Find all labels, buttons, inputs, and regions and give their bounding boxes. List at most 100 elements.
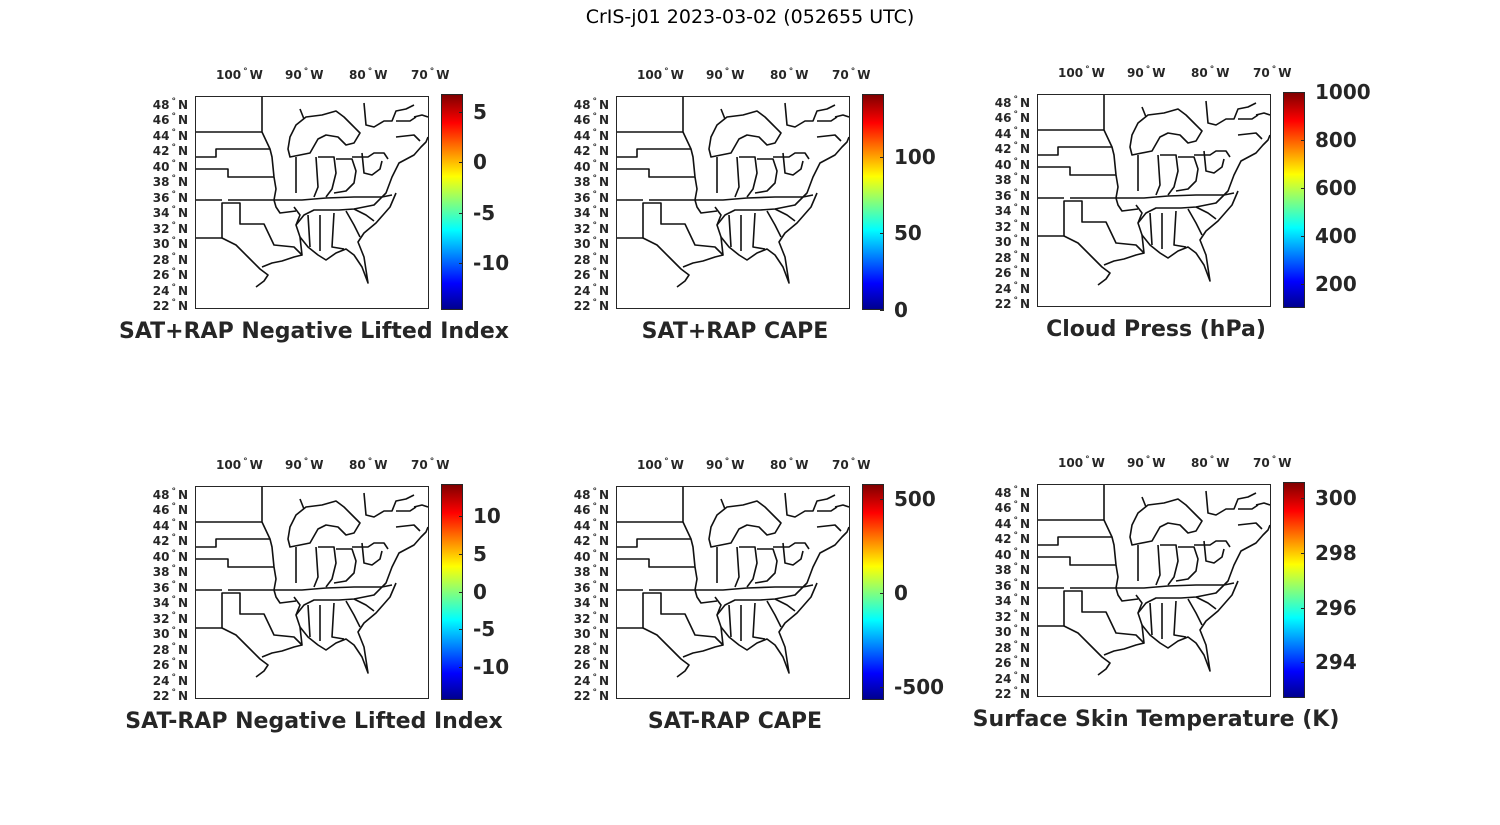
latitude-label: 48 ° N [573, 97, 609, 112]
latitude-label: 42 ° N [994, 531, 1030, 547]
colorbar-tick-label: 500 [894, 487, 936, 512]
latitude-label: 32 ° N [573, 220, 609, 236]
colorbar-tick-label: 50 [894, 221, 922, 246]
colorbar-tick-label: 800 [1315, 128, 1357, 152]
latitude-label: 48 ° N [994, 95, 1030, 110]
state-outlines [1038, 485, 1270, 676]
latitude-label: 42 ° N [573, 533, 609, 549]
latitude-label: 26 ° N [152, 267, 188, 283]
colorbar-tick-label: 5 [473, 100, 487, 125]
latitude-label: 46 ° N [152, 502, 188, 518]
colorbar-tick-label: -10 [473, 654, 510, 679]
longitude-label: 100 ° W [216, 457, 263, 472]
colorbar-tick-mark [880, 499, 884, 501]
colorbar-tick-mark [1301, 140, 1305, 141]
latitude-label: 44 ° N [994, 515, 1030, 531]
panel-title: SAT+RAP CAPE [641, 319, 829, 344]
latitude-label: 44 ° N [152, 127, 188, 143]
latitude-label: 30 ° N [152, 626, 188, 642]
longitude-label: 100 ° W [1058, 65, 1105, 80]
colorbar-tick-mark [459, 212, 463, 214]
longitude-label: 100 ° W [637, 67, 684, 82]
colorbar-tick-mark [880, 686, 884, 688]
colorbar-tick-label: 200 [1315, 272, 1357, 296]
latitude-labels: 48 ° N 46 ° N 44 ° N 42 ° N 40 ° N 38 ° N 36 ° N 34 ° N 32 ° N 30 ° N… [555, 486, 615, 703]
latitude-label: 40 ° N [573, 548, 609, 564]
latitude-label: 32 ° N [152, 220, 188, 236]
colorbar-tick-mark [459, 553, 463, 555]
colorbar-tick-label: 5 [473, 541, 487, 566]
longitude-label: 70 ° W [832, 457, 871, 472]
longitude-label: 80 ° W [1191, 455, 1230, 470]
latitude-label: 22 ° N [152, 298, 188, 313]
longitude-labels: 100 ° W 90 ° W 80 ° W 70 ° W [195, 67, 495, 83]
latitude-label: 30 ° N [573, 626, 609, 642]
latitude-label: 44 ° N [573, 127, 609, 143]
latitude-label: 46 ° N [994, 500, 1030, 516]
latitude-label: 48 ° N [994, 485, 1030, 500]
colorbar-tick-label: -5 [473, 200, 496, 225]
colorbar [862, 484, 884, 700]
colorbar-tick-label: 0 [894, 298, 908, 322]
latitude-label: 24 ° N [573, 672, 609, 688]
us-map [195, 96, 429, 309]
longitude-label: 70 ° W [832, 67, 871, 82]
latitude-label: 30 ° N [994, 234, 1030, 250]
longitude-label: 100 ° W [637, 457, 684, 472]
latitude-label: 44 ° N [152, 517, 188, 533]
longitude-labels: 100 ° W 90 ° W 80 ° W 70 ° W [1037, 65, 1337, 81]
latitude-label: 36 ° N [152, 579, 188, 595]
colorbar [1283, 482, 1305, 698]
colorbar-tick-mark [880, 233, 884, 235]
latitude-label: 34 ° N [152, 595, 188, 611]
colorbar-tick-label: 600 [1315, 176, 1357, 200]
latitude-label: 36 ° N [573, 579, 609, 595]
latitude-label: 40 ° N [994, 546, 1030, 562]
us-map [1037, 94, 1271, 307]
latitude-label: 22 ° N [994, 686, 1030, 701]
latitude-label: 22 ° N [573, 688, 609, 703]
colorbar-tick-mark [459, 591, 463, 593]
latitude-label: 38 ° N [573, 564, 609, 580]
panel-title: SAT-RAP CAPE [647, 709, 823, 734]
us-map [195, 486, 429, 699]
colorbar-tick-mark [459, 262, 463, 264]
latitude-label: 38 ° N [152, 564, 188, 580]
colorbar-tick-mark [1301, 236, 1305, 237]
latitude-label: 42 ° N [994, 141, 1030, 157]
longitude-label: 70 ° W [1253, 455, 1292, 470]
panel-title: Cloud Press (hPa) [1046, 317, 1266, 342]
colorbar-tick-label: -5 [473, 617, 496, 642]
latitude-label: 28 ° N [152, 641, 188, 657]
us-map [616, 486, 850, 699]
latitude-label: 24 ° N [152, 282, 188, 298]
longitude-label: 70 ° W [1253, 65, 1292, 80]
colorbar-tick-mark [880, 592, 884, 594]
latitude-label: 46 ° N [152, 112, 188, 128]
latitude-label: 26 ° N [573, 657, 609, 673]
latitude-label: 48 ° N [152, 97, 188, 112]
map-panel-5: 100 ° W 90 ° W 80 ° W 70 ° W 48 ° N 46 ° N 44 ° N 42 ° N 40 ° N 38… [525, 435, 995, 755]
colorbar-tick-mark [1301, 662, 1305, 664]
latitude-label: 26 ° N [152, 657, 188, 673]
latitude-label: 24 ° N [152, 672, 188, 688]
colorbar [1283, 92, 1305, 308]
longitude-labels: 100 ° W 90 ° W 80 ° W 70 ° W [616, 67, 916, 83]
latitude-label: 36 ° N [152, 189, 188, 205]
latitude-labels: 48 ° N 46 ° N 44 ° N 42 ° N 40 ° N 38 ° N 36 ° N 34 ° N 32 ° N 30 ° N… [134, 486, 194, 702]
colorbar-tick-label: 400 [1315, 224, 1357, 248]
longitude-label: 90 ° W [1127, 455, 1166, 470]
latitude-label: 34 ° N [994, 593, 1030, 609]
longitude-label: 100 ° W [216, 67, 263, 82]
colorbar-tick-mark [1301, 553, 1305, 555]
map-panel-3: 100 ° W 90 ° W 80 ° W 70 ° W 48 ° N 46 ° N 44 ° N 42 ° N 40 ° N 38… [946, 43, 1416, 363]
colorbar-tick-mark [459, 516, 463, 518]
latitude-label: 22 ° N [573, 298, 609, 313]
latitude-label: 30 ° N [994, 624, 1030, 640]
colorbar [862, 94, 884, 310]
colorbar-tick-label: -500 [894, 674, 945, 699]
longitude-label: 90 ° W [285, 457, 324, 472]
longitude-label: 100 ° W [1058, 455, 1105, 470]
latitude-label: 30 ° N [573, 236, 609, 252]
us-map [616, 96, 850, 309]
